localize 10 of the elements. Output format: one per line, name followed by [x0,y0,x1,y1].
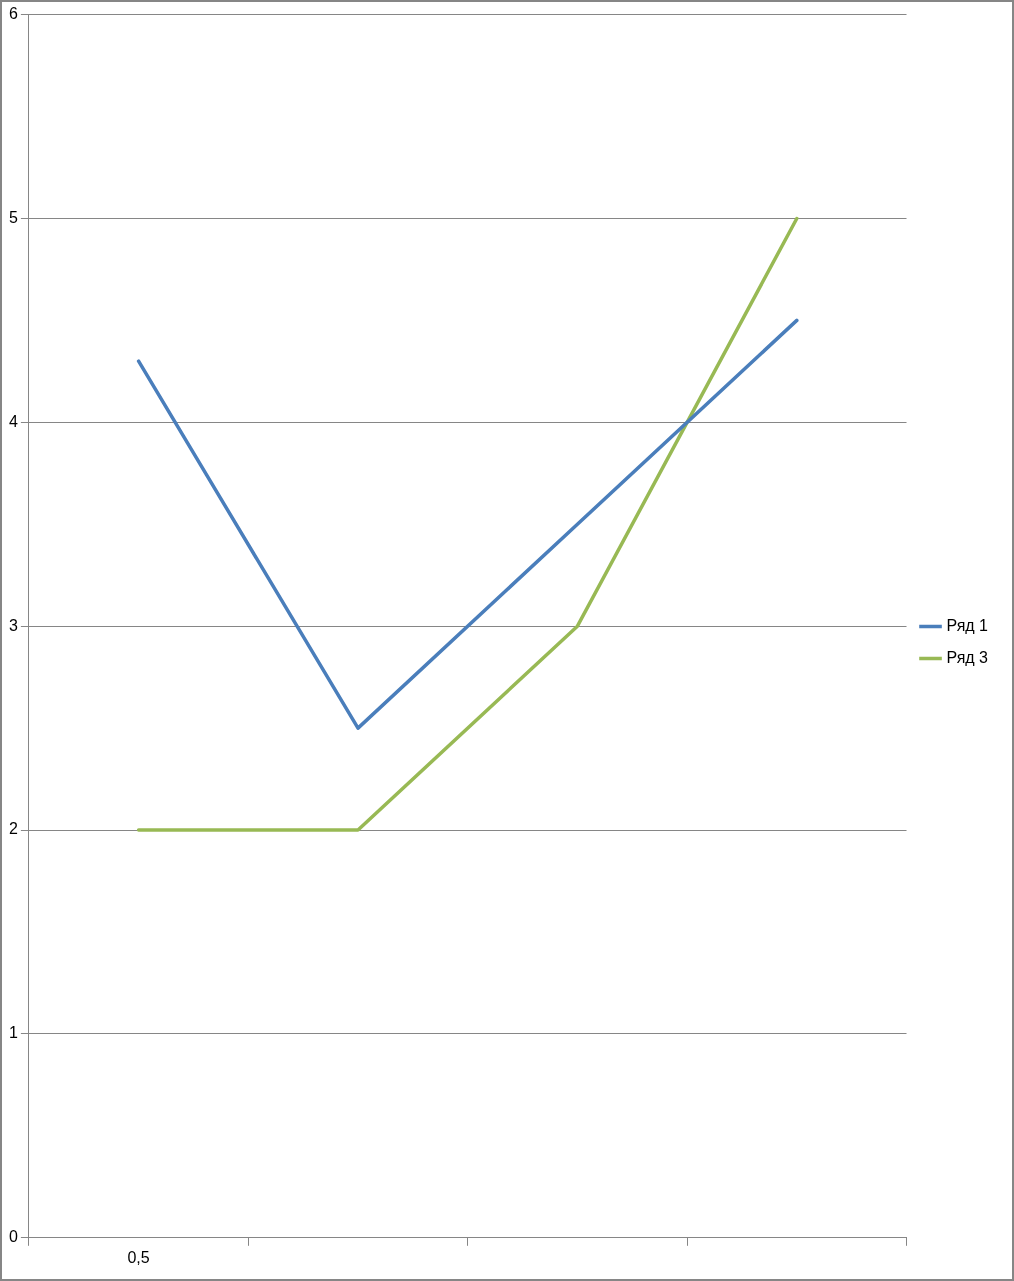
y-tick-label: 4 [8,412,18,430]
y-tick-label: 6 [8,5,18,23]
y-tick-label: 2 [8,820,18,838]
y-tick-label: 1 [8,1024,18,1042]
legend-label: Ряд 1 [946,616,989,634]
y-tick-label: 3 [8,616,18,634]
legend-label: Ряд 3 [946,648,989,666]
x-tick-label: 0,5 [127,1248,150,1266]
y-tick-label: 5 [8,208,18,226]
y-tick-label: 0 [8,1228,18,1246]
